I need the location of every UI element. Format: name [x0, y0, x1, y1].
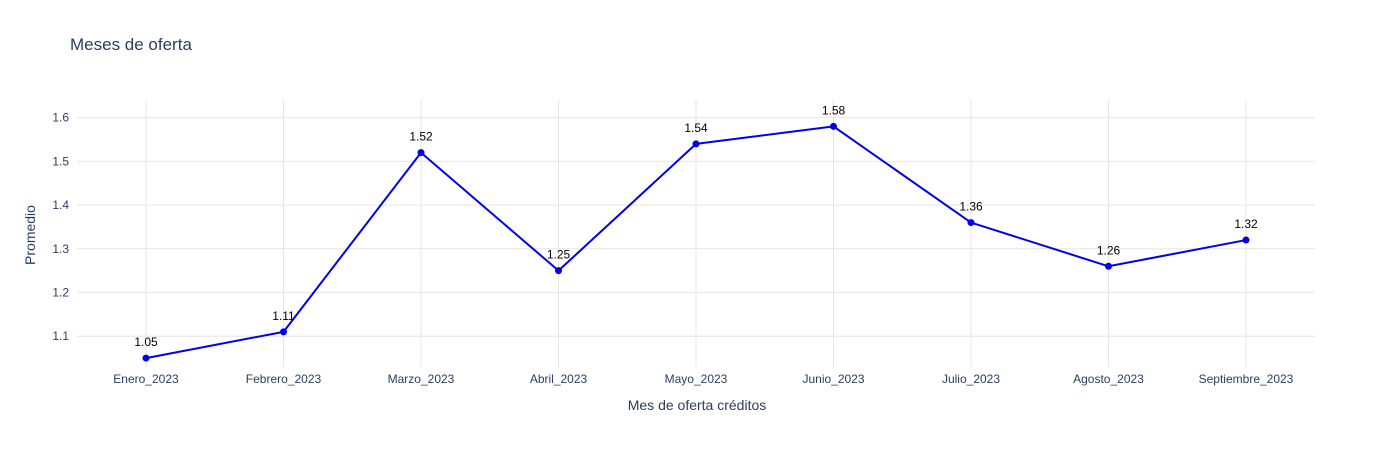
x-tick-label: Septiembre_2023 [1199, 372, 1294, 386]
data-label: 1.05 [134, 335, 158, 349]
y-tick-label: 1.1 [52, 329, 69, 343]
x-tick-label: Julio_2023 [942, 372, 1000, 386]
x-tick-label: Enero_2023 [113, 372, 179, 386]
x-axis-title: Mes de oferta créditos [628, 397, 767, 413]
data-point[interactable] [692, 140, 700, 148]
data-point[interactable] [280, 328, 287, 336]
data-point[interactable] [1242, 236, 1250, 244]
data-label: 1.58 [822, 103, 846, 117]
data-label: 1.11 [272, 309, 295, 323]
x-tick-label: Marzo_2023 [388, 372, 455, 386]
y-gridlines [77, 117, 1315, 337]
data-labels-layer: 1.05 1.11 1.52 1.25 1.54 1.58 1.36 1.26 1.32 [134, 103, 1258, 349]
data-point[interactable] [830, 122, 837, 130]
data-point[interactable] [1105, 262, 1112, 270]
x-tick-label: Junio_2023 [802, 372, 864, 386]
x-tick-label: Mayo_2023 [665, 372, 728, 386]
y-tick-label: 1.5 [52, 154, 69, 168]
y-tick-label: 1.4 [52, 198, 69, 212]
y-tick-label: 1.6 [52, 111, 69, 125]
data-point[interactable] [142, 354, 150, 362]
x-gridlines [145, 100, 1247, 367]
data-label: 1.32 [1234, 217, 1258, 231]
data-point[interactable] [555, 267, 562, 275]
data-label: 1.26 [1097, 243, 1121, 257]
y-tick-label: 1.2 [52, 286, 69, 300]
data-label: 1.52 [409, 130, 433, 144]
x-tick-labels: Enero_2023 Febrero_2023 Marzo_2023 Abril_20… [113, 372, 1293, 386]
data-point[interactable] [967, 219, 975, 227]
series-layer [142, 122, 1250, 362]
data-point[interactable] [417, 149, 425, 157]
y-tick-labels: 1.1 1.2 1.3 1.4 1.5 1.6 [52, 111, 69, 344]
data-label: 1.25 [547, 248, 571, 262]
y-axis-title: Promedio [22, 205, 38, 265]
x-tick-label: Agosto_2023 [1073, 372, 1144, 386]
x-tick-label: Febrero_2023 [246, 372, 322, 386]
data-label: 1.54 [684, 121, 708, 135]
x-tick-label: Abril_2023 [530, 372, 588, 386]
data-label: 1.36 [959, 200, 983, 214]
chart-title: Meses de oferta [70, 35, 192, 54]
y-tick-label: 1.3 [52, 242, 69, 256]
